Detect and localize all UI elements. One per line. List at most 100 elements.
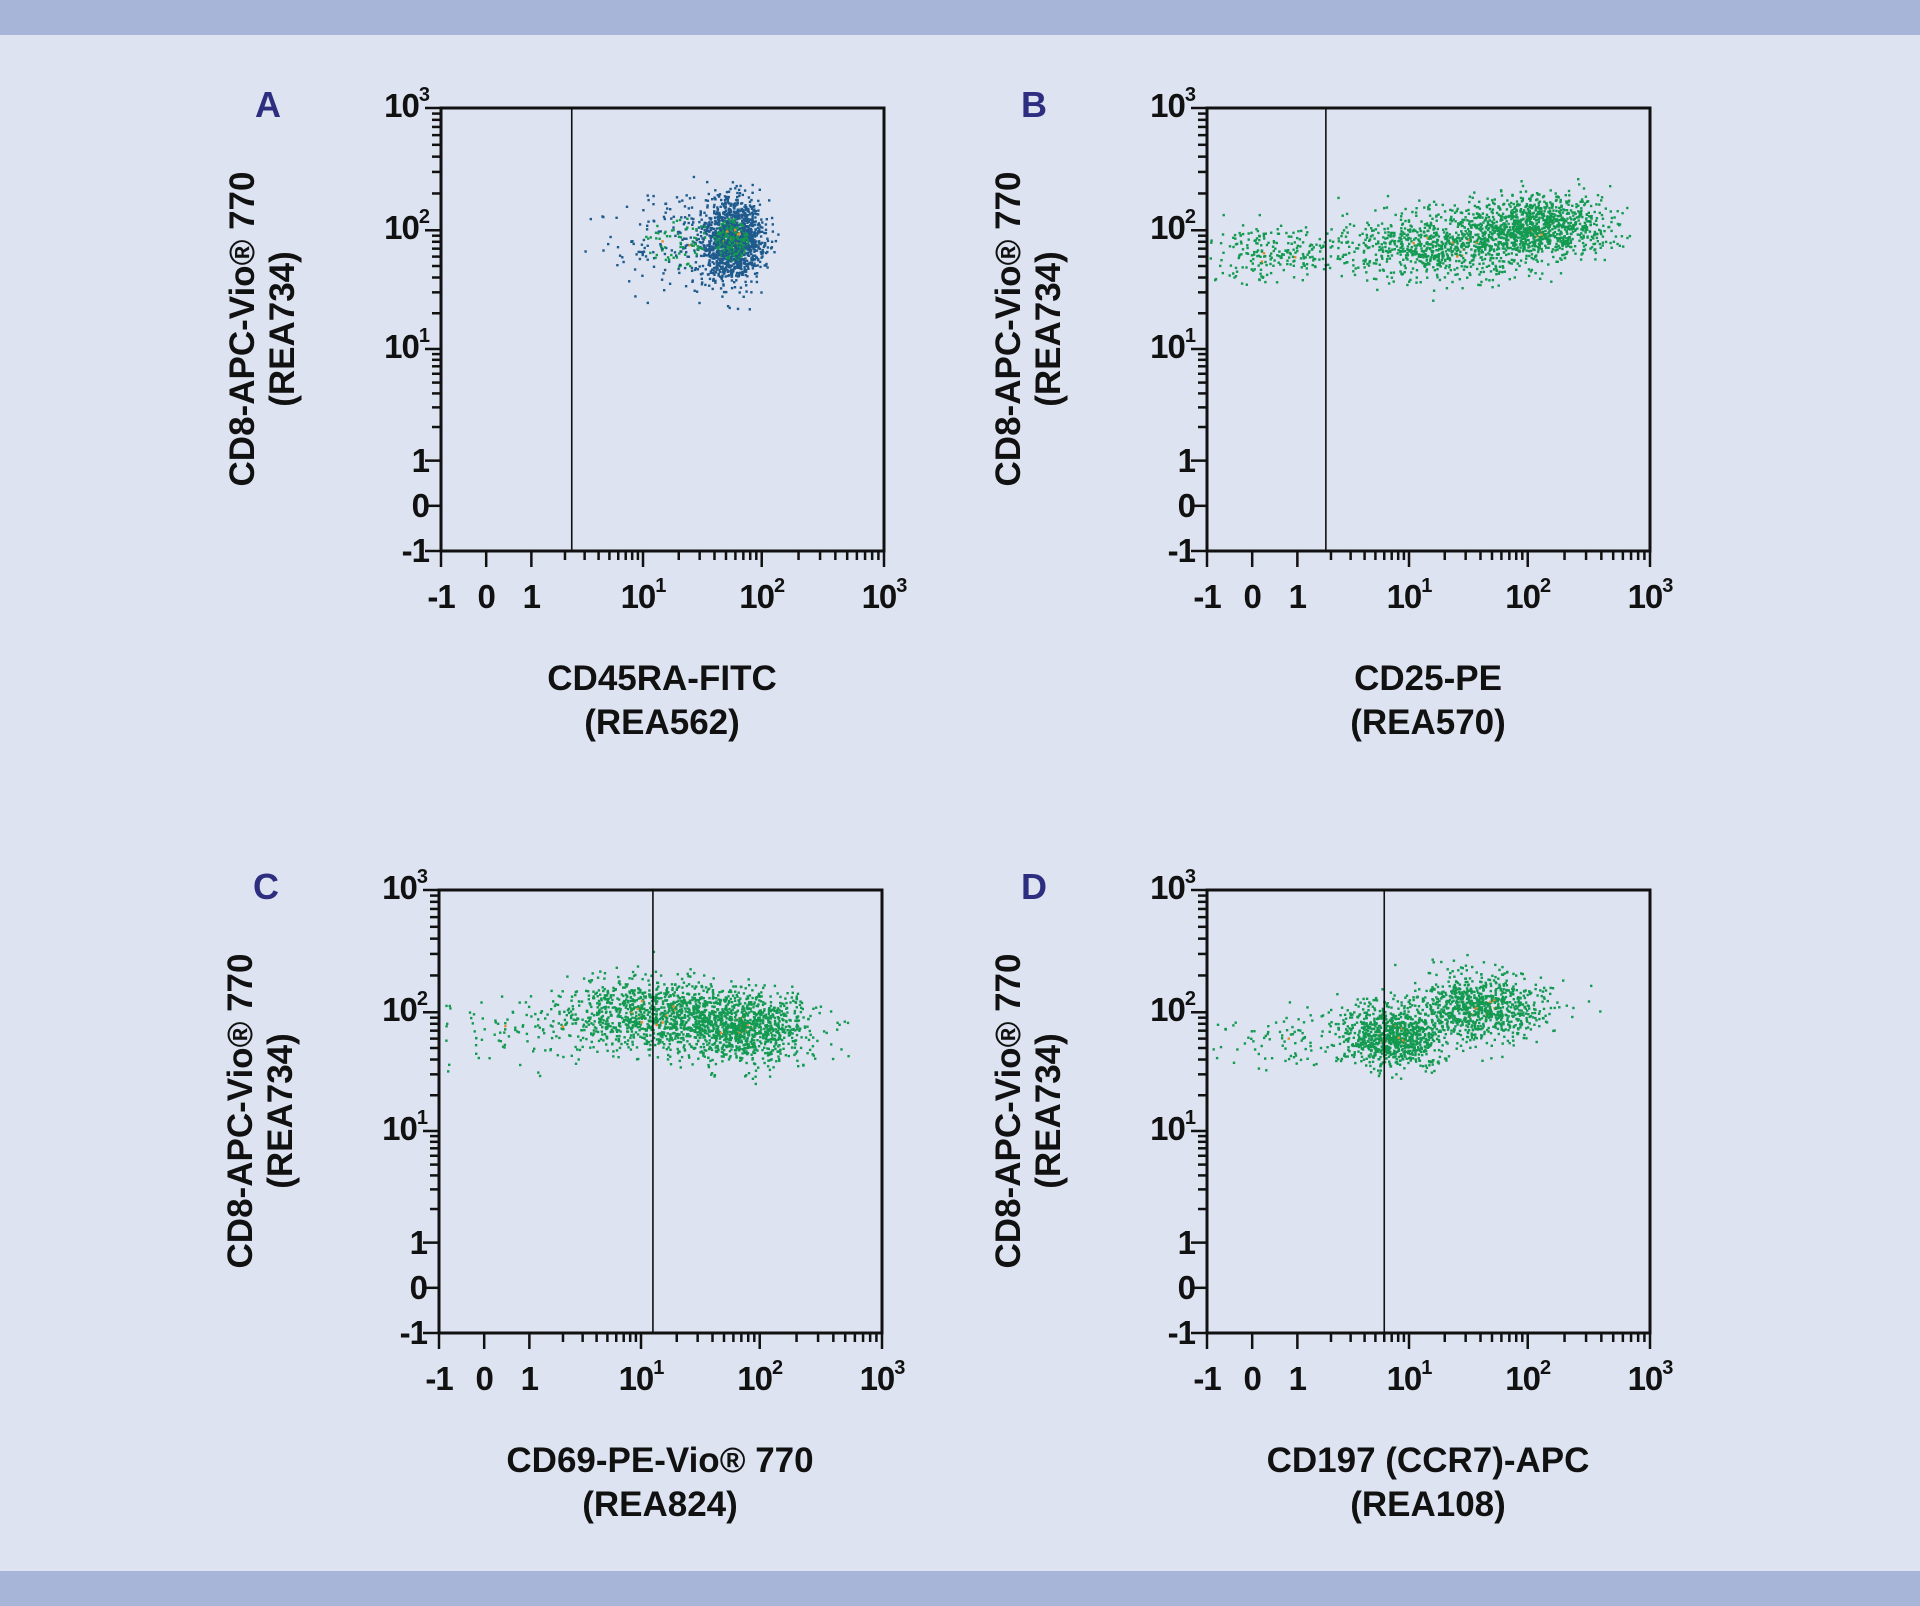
data-point [1495, 248, 1499, 251]
data-point [754, 220, 757, 223]
data-point [686, 226, 689, 229]
data-point [733, 999, 737, 1002]
data-point [727, 202, 731, 205]
data-point [1515, 209, 1518, 213]
data-point [707, 1034, 711, 1037]
data-point [1478, 228, 1482, 231]
data-point [1521, 197, 1525, 200]
data-point [717, 994, 720, 997]
y-axis-label-line: CD8-APC-Vio® 770 [989, 171, 1028, 487]
data-point [1478, 247, 1481, 250]
data-point [723, 269, 727, 273]
data-point [735, 266, 738, 269]
data-point [755, 1018, 758, 1022]
data-point [1553, 217, 1556, 221]
data-point [759, 1022, 762, 1025]
data-point [1233, 276, 1236, 279]
data-point [1526, 208, 1530, 211]
data-point [768, 1028, 772, 1031]
data-point [1555, 225, 1559, 228]
data-point [818, 1011, 821, 1015]
data-point [638, 257, 642, 261]
data-point [699, 254, 703, 258]
data-point [764, 1026, 768, 1029]
data-point [1510, 258, 1513, 262]
data-point [1578, 183, 1581, 186]
data-point [1514, 235, 1517, 239]
data-point [755, 1012, 759, 1016]
data-point [1549, 223, 1552, 227]
data-point [704, 230, 708, 233]
data-point [753, 262, 756, 265]
data-point [1562, 225, 1565, 229]
data-point [1432, 225, 1435, 228]
data-point [1532, 237, 1535, 240]
data-point [1423, 264, 1426, 268]
data-point [1322, 245, 1325, 248]
data-point [1475, 224, 1479, 227]
data-point [676, 1040, 680, 1044]
data-point [703, 225, 707, 229]
data-point [756, 1005, 760, 1008]
data-point [759, 250, 763, 254]
data-point [784, 1031, 787, 1034]
data-point [1435, 273, 1439, 277]
data-point [1429, 259, 1432, 262]
data-point [1246, 244, 1249, 247]
data-point [1488, 203, 1491, 207]
data-point [750, 1053, 753, 1056]
data-point [735, 1056, 738, 1059]
data-point [770, 1052, 773, 1055]
data-point [1233, 233, 1237, 237]
data-point [712, 242, 715, 246]
data-point [716, 263, 719, 267]
data-point [723, 213, 727, 216]
data-point [751, 996, 754, 1000]
data-point [754, 1075, 757, 1078]
data-point [1378, 249, 1381, 252]
data-point [729, 225, 733, 228]
data-point [1445, 253, 1449, 256]
data-point [1536, 250, 1540, 254]
plot-frame [439, 106, 886, 553]
data-point [708, 284, 711, 287]
data-point [1517, 249, 1520, 252]
data-point [1540, 259, 1544, 263]
data-point [743, 1043, 746, 1047]
data-point [749, 1046, 753, 1049]
data-point [748, 1031, 751, 1034]
data-point [1569, 221, 1573, 225]
data-point [698, 220, 701, 224]
data-point [1222, 251, 1225, 254]
data-point [663, 268, 667, 272]
data-point [744, 216, 747, 220]
data-point [679, 245, 682, 249]
data-point [1273, 259, 1276, 262]
data-point [652, 203, 655, 206]
data-point [742, 258, 745, 261]
data-point [1568, 237, 1571, 240]
data-point [692, 1029, 695, 1032]
data-point [761, 255, 764, 258]
data-point [1547, 242, 1550, 246]
data-point [695, 998, 698, 1002]
data-point [1552, 209, 1555, 212]
data-point [747, 196, 751, 199]
data-point [1346, 231, 1349, 234]
data-point [716, 243, 720, 246]
data-point [1549, 212, 1552, 215]
data-point [1368, 261, 1371, 264]
data-point [1484, 216, 1488, 219]
data-point [1472, 263, 1475, 266]
data-point [753, 243, 756, 247]
data-point [1406, 258, 1409, 261]
data-point [698, 246, 702, 250]
data-point [1276, 228, 1279, 231]
data-point [1533, 229, 1537, 232]
data-point [1423, 231, 1426, 234]
data-point [768, 1016, 771, 1019]
data-point [714, 271, 717, 274]
data-point [1272, 264, 1275, 267]
data-point [729, 264, 733, 267]
data-point [758, 203, 762, 206]
